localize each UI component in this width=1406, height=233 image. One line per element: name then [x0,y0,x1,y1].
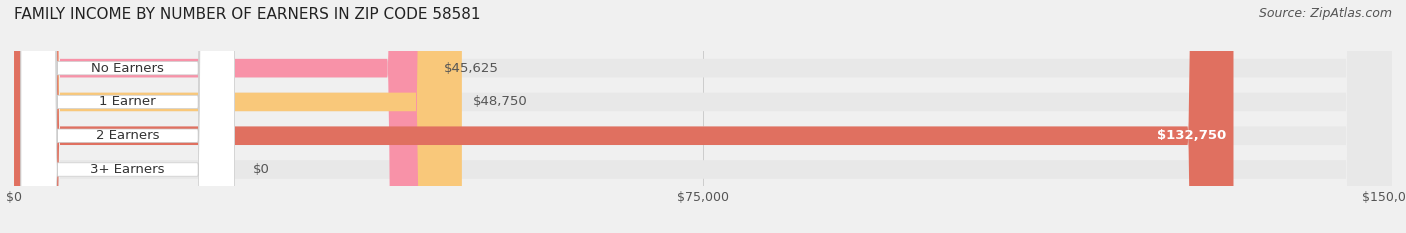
Text: $132,750: $132,750 [1157,129,1226,142]
Text: 1 Earner: 1 Earner [100,96,156,108]
Text: No Earners: No Earners [91,62,165,75]
Text: $0: $0 [253,163,270,176]
FancyBboxPatch shape [21,0,235,233]
FancyBboxPatch shape [21,0,235,233]
FancyBboxPatch shape [21,0,235,233]
Text: FAMILY INCOME BY NUMBER OF EARNERS IN ZIP CODE 58581: FAMILY INCOME BY NUMBER OF EARNERS IN ZI… [14,7,481,22]
Text: 3+ Earners: 3+ Earners [90,163,165,176]
FancyBboxPatch shape [14,0,1392,233]
FancyBboxPatch shape [14,0,1392,233]
Text: 2 Earners: 2 Earners [96,129,159,142]
Text: Source: ZipAtlas.com: Source: ZipAtlas.com [1258,7,1392,20]
FancyBboxPatch shape [14,0,463,233]
FancyBboxPatch shape [21,0,235,233]
FancyBboxPatch shape [14,0,1392,233]
FancyBboxPatch shape [14,0,1233,233]
FancyBboxPatch shape [14,0,1392,233]
FancyBboxPatch shape [14,0,433,233]
Text: $48,750: $48,750 [472,96,527,108]
Text: $45,625: $45,625 [444,62,499,75]
